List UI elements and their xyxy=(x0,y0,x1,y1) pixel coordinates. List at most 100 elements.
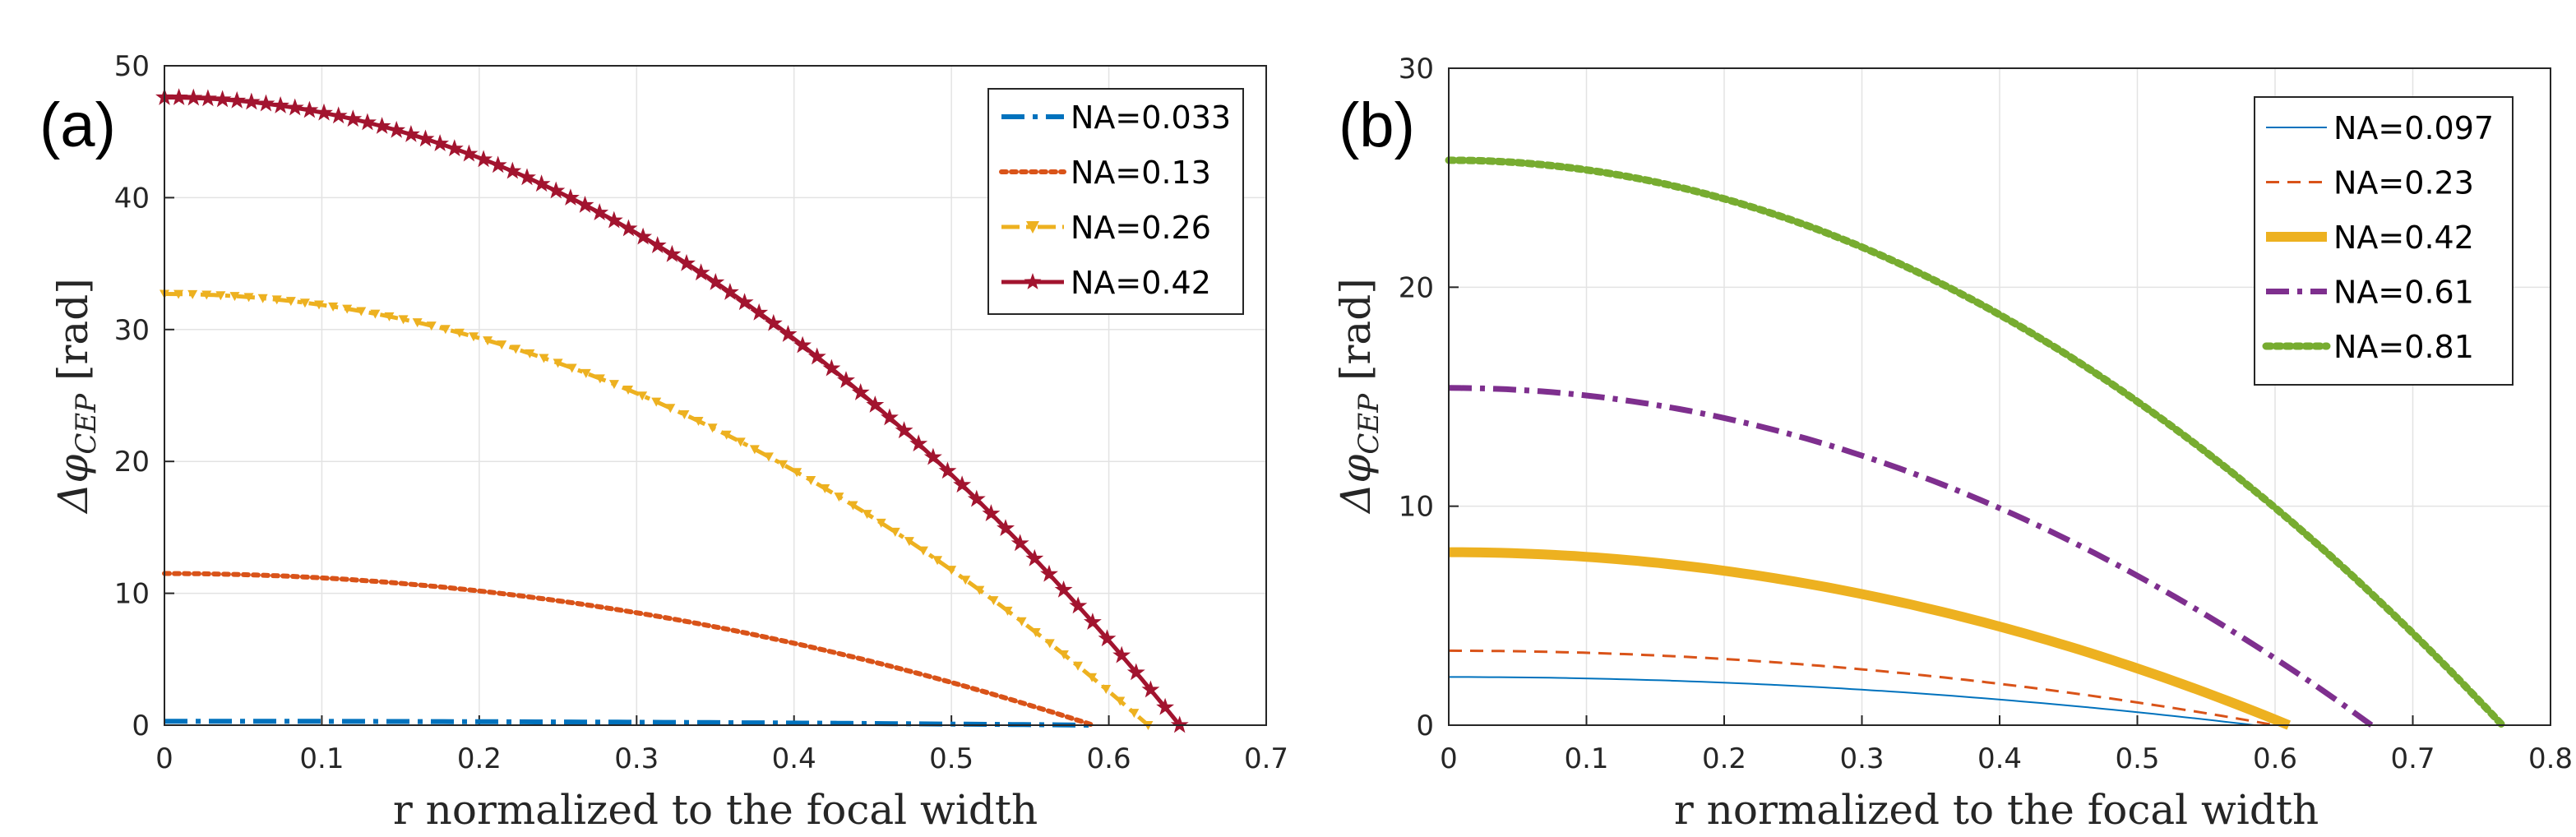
y-tick-label: 50 xyxy=(114,50,150,83)
star-marker xyxy=(1126,663,1145,681)
star-marker xyxy=(909,434,928,452)
triangle-marker xyxy=(342,304,353,314)
series-line-na-0-81 xyxy=(1445,156,2506,729)
x-tick-label: 0.1 xyxy=(1564,742,1608,775)
triangle-marker xyxy=(497,340,507,350)
y-axis-label-sub-a: CEP xyxy=(70,393,103,455)
star-marker xyxy=(358,113,377,131)
star-marker xyxy=(329,106,348,124)
star-marker xyxy=(474,150,493,168)
series-line-na-0-13 xyxy=(162,571,1096,728)
series-line-na-0-23 xyxy=(1448,649,2276,727)
triangle-marker xyxy=(693,417,704,427)
legend-item-na-0-097: NA=0.097 xyxy=(2266,110,2494,146)
triangle-marker xyxy=(679,410,690,420)
legend-triangle-marker xyxy=(1026,221,1039,234)
legend-label: NA=0.26 xyxy=(1071,210,1211,246)
y-tick-label: 40 xyxy=(114,182,150,215)
x-tick-label: 0.3 xyxy=(1839,742,1884,775)
triangle-marker xyxy=(665,404,676,414)
star-marker xyxy=(663,244,682,262)
star-marker xyxy=(257,94,275,112)
star-marker xyxy=(590,203,609,221)
triangle-marker xyxy=(1087,673,1098,682)
triangle-marker xyxy=(960,576,971,585)
star-marker xyxy=(895,421,913,439)
star-marker xyxy=(401,124,420,142)
triangle-marker xyxy=(1030,627,1041,637)
star-marker xyxy=(997,519,1015,537)
triangle-marker xyxy=(426,321,437,331)
triangle-marker xyxy=(299,298,310,308)
axes-frame-a xyxy=(164,65,1267,726)
triangle-marker xyxy=(173,289,184,299)
star-marker xyxy=(1054,580,1073,598)
triangle-marker xyxy=(749,445,760,455)
triangle-marker xyxy=(187,289,198,299)
legend-label: NA=0.13 xyxy=(1071,155,1211,191)
triangle-marker xyxy=(440,325,451,335)
star-marker xyxy=(445,139,464,157)
triangle-marker xyxy=(580,368,591,378)
axes-frame-b xyxy=(1448,67,2551,726)
star-marker xyxy=(488,155,507,173)
star-marker xyxy=(1069,596,1088,614)
y-tick-label: 30 xyxy=(1399,53,1434,86)
star-marker xyxy=(1025,548,1044,566)
triangle-marker xyxy=(412,318,423,328)
triangle-marker xyxy=(257,294,268,303)
y-tick-label: 10 xyxy=(1399,491,1434,524)
legend-label: NA=0.61 xyxy=(2333,275,2474,311)
y-axis-label-main-b: Δφ xyxy=(1332,455,1380,515)
y-tick-label: 20 xyxy=(1399,271,1434,304)
triangle-marker xyxy=(862,510,872,520)
star-marker xyxy=(866,395,885,413)
triangle-marker xyxy=(834,492,844,502)
triangle-marker xyxy=(890,527,900,537)
triangle-marker xyxy=(525,349,535,358)
star-marker xyxy=(634,227,653,245)
star-marker xyxy=(372,117,391,134)
triangle-marker xyxy=(356,307,367,317)
panel-label-b: (b) xyxy=(1339,90,1415,160)
legend-item-na-0-23: NA=0.23 xyxy=(2266,165,2474,201)
triangle-marker xyxy=(904,537,914,547)
triangle-marker xyxy=(721,430,732,440)
series-line-na-0-61 xyxy=(1448,385,2374,728)
star-marker xyxy=(1098,629,1117,647)
series-markers-na-0-26 xyxy=(160,289,1154,730)
star-marker xyxy=(1083,613,1102,631)
star-marker xyxy=(576,195,594,213)
star-marker xyxy=(691,263,710,281)
star-marker xyxy=(648,236,667,253)
triangle-marker xyxy=(946,566,957,576)
star-marker xyxy=(315,103,333,121)
star-marker xyxy=(416,129,435,147)
star-marker xyxy=(460,144,479,162)
x-tick-label: 0.7 xyxy=(2390,742,2435,775)
legend-item-na-0-81: NA=0.81 xyxy=(2262,329,2474,365)
triangle-marker xyxy=(763,452,774,462)
star-marker xyxy=(547,181,566,199)
star-marker xyxy=(1011,534,1029,552)
triangle-marker xyxy=(511,345,521,354)
series-group-a xyxy=(155,87,1189,733)
x-tick-label: 0.1 xyxy=(299,742,344,775)
triangle-marker xyxy=(539,354,549,363)
triangle-marker xyxy=(469,332,479,342)
star-marker xyxy=(1112,645,1131,664)
legend-label: NA=0.033 xyxy=(1071,99,1231,136)
star-marker xyxy=(822,358,841,377)
x-tick-label: 0.3 xyxy=(614,742,659,775)
triangle-marker xyxy=(848,501,858,511)
x-tick-label: 0.5 xyxy=(929,742,974,775)
star-marker xyxy=(750,303,769,321)
triangle-marker xyxy=(1115,696,1126,706)
triangle-marker xyxy=(778,460,789,469)
legend-label: NA=0.42 xyxy=(2333,220,2474,256)
triangle-marker xyxy=(806,475,816,485)
triangle-marker xyxy=(651,397,662,407)
x-tick-label: 0.7 xyxy=(1244,742,1288,775)
panel-a: 0 0.1 0.2 0.3 0.4 0.5 0.6 0.7 0 10 20 30 40 50 (a) r … xyxy=(39,50,1288,834)
